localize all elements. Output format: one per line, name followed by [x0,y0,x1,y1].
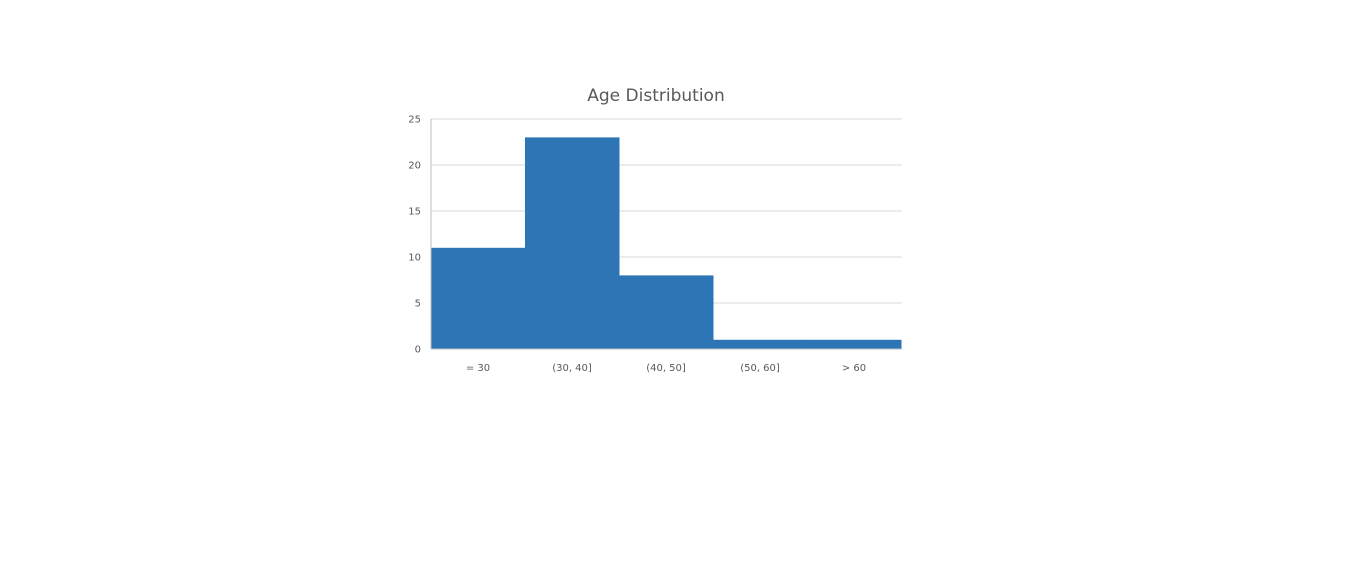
y-axis-ticks: 0 5 10 15 20 25 [408,115,421,356]
axes [430,119,902,350]
x-tick-label: = 30 [466,363,490,374]
x-tick-label: > 60 [842,363,866,374]
y-tick-label: 0 [415,345,421,356]
y-tick-label: 25 [408,115,421,126]
y-tick-label: 15 [408,207,421,218]
histogram-bar [619,275,714,349]
x-tick-label: (40, 50] [646,363,686,374]
y-tick-label: 20 [408,161,421,172]
histogram-bar [807,339,902,349]
histogram-bar [431,247,526,349]
x-tick-label: (50, 60] [740,363,780,374]
y-tick-label: 10 [408,253,421,264]
chart-title: Age Distribution [587,86,724,106]
x-axis-ticks: = 30 (30, 40] (40, 50] (50, 60] > 60 [466,363,866,374]
bars [431,137,902,349]
y-tick-label: 5 [415,299,421,310]
histogram-bar [525,137,620,349]
histogram-bar [713,339,808,349]
x-tick-label: (30, 40] [552,363,592,374]
